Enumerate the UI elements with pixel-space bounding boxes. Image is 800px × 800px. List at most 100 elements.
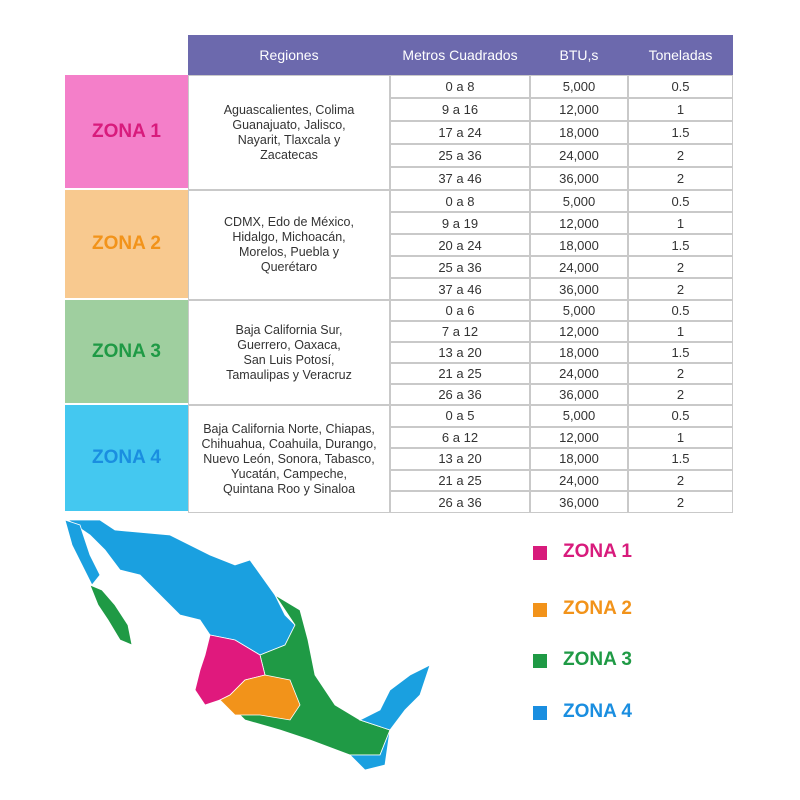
table-cell: 37 a 46 bbox=[390, 167, 530, 190]
table-cell: 20 a 24 bbox=[390, 234, 530, 256]
legend-label: ZONA 3 bbox=[563, 649, 632, 670]
legend-swatch bbox=[533, 654, 547, 668]
table-cell: 2 bbox=[628, 256, 733, 278]
table-cell: 24,000 bbox=[530, 144, 628, 167]
table-cell: 24,000 bbox=[530, 363, 628, 384]
legend-swatch bbox=[533, 706, 547, 720]
region-line: Chihuahua, Coahuila, Durango, bbox=[201, 436, 377, 451]
region-line: Tamaulipas y Veracruz bbox=[226, 367, 352, 382]
table-cell: 2 bbox=[628, 469, 733, 492]
legend-swatch bbox=[533, 603, 547, 617]
table-cell: 1.5 bbox=[628, 121, 733, 144]
region-line: Baja California Norte, Chiapas, bbox=[203, 421, 375, 436]
table-cell: 2 bbox=[628, 384, 733, 405]
zone4-baja bbox=[64, 519, 101, 586]
legend-label: ZONA 4 bbox=[563, 701, 632, 722]
legend-label: ZONA 2 bbox=[563, 598, 632, 619]
region-line: Nuevo León, Sonora, Tabasco, bbox=[203, 451, 375, 466]
table-cell: 18,000 bbox=[530, 342, 628, 363]
table-cell: 1 bbox=[628, 212, 733, 234]
table-cell: 1 bbox=[628, 321, 733, 342]
zone3-baja-sur bbox=[89, 584, 133, 646]
table-cell: 0 a 8 bbox=[390, 190, 530, 212]
table-cell: 12,000 bbox=[530, 321, 628, 342]
table-cell: 9 a 19 bbox=[390, 212, 530, 234]
table-cell: 1.5 bbox=[628, 448, 733, 470]
table-cell: 21 a 25 bbox=[390, 469, 530, 492]
table-cell: 5,000 bbox=[530, 405, 628, 427]
table-cell: 36,000 bbox=[530, 384, 628, 405]
table-cell: 13 a 20 bbox=[390, 342, 530, 363]
header-cell: Metros Cuadrados bbox=[390, 35, 530, 75]
zone-label: ZONA 4 bbox=[65, 405, 188, 513]
region-line: Zacatecas bbox=[260, 147, 318, 162]
table-cell: 7 a 12 bbox=[390, 321, 530, 342]
header-cell: Regiones bbox=[188, 35, 390, 75]
region-line: Aguascalientes, Colima bbox=[223, 102, 355, 117]
table-cell: 36,000 bbox=[530, 167, 628, 190]
table-cell: 5,000 bbox=[530, 75, 628, 98]
table-cell: 9 a 16 bbox=[390, 98, 530, 121]
region-line: Yucatán, Campeche, bbox=[230, 466, 348, 481]
table-cell: 1 bbox=[628, 98, 733, 121]
zone-label: ZONA 1 bbox=[65, 75, 188, 190]
table-cell: 6 a 12 bbox=[390, 426, 530, 449]
table-cell: 18,000 bbox=[530, 121, 628, 144]
zone2 bbox=[219, 674, 301, 721]
table-cell: 2 bbox=[628, 144, 733, 167]
table-cell: 5,000 bbox=[530, 300, 628, 321]
region-line: Baja California Sur, bbox=[235, 322, 343, 337]
regions: Aguascalientes, Colima Guanajuato, Jalisc… bbox=[188, 75, 390, 190]
region-line: CDMX, Edo de México, bbox=[224, 215, 354, 229]
table-cell: 2 bbox=[628, 278, 733, 300]
region-line: Guerrero, Oaxaca, bbox=[237, 337, 341, 352]
zone4-yucatan bbox=[358, 664, 431, 731]
table-cell: 17 a 24 bbox=[390, 121, 530, 144]
table-cell: 36,000 bbox=[530, 491, 628, 513]
table-cell: 0 a 6 bbox=[390, 300, 530, 321]
table-cell: 0.5 bbox=[628, 405, 733, 427]
region-line: Hidalgo, Michoacán, bbox=[232, 230, 346, 244]
table-cell: 18,000 bbox=[530, 234, 628, 256]
regions: Baja California Norte, Chiapas, Chihuahua… bbox=[188, 405, 390, 513]
regions: Baja California Sur, Guerrero, Oaxaca, San… bbox=[188, 300, 390, 405]
region-line: Morelos, Puebla y bbox=[238, 245, 340, 259]
table-cell: 26 a 36 bbox=[390, 491, 530, 513]
table-cell: 25 a 36 bbox=[390, 256, 530, 278]
region-line: Quintana Roo y Sinaloa bbox=[222, 481, 356, 496]
table-cell: 12,000 bbox=[530, 426, 628, 449]
region-line: San Luis Potosí, bbox=[243, 352, 335, 367]
region-line: Querétaro bbox=[260, 260, 318, 274]
table-cell: 26 a 36 bbox=[390, 384, 530, 405]
region-line: Nayarit, Tlaxcala y bbox=[237, 132, 341, 147]
table-cell: 0.5 bbox=[628, 75, 733, 98]
table-cell: 24,000 bbox=[530, 256, 628, 278]
header-cell: BTU,s bbox=[530, 35, 628, 75]
table-cell: 37 a 46 bbox=[390, 278, 530, 300]
table-cell: 2 bbox=[628, 491, 733, 513]
table-cell: 12,000 bbox=[530, 98, 628, 121]
table-cell: 18,000 bbox=[530, 448, 628, 470]
legend-label: ZONA 1 bbox=[563, 541, 632, 562]
legend-swatch bbox=[533, 546, 547, 560]
table-cell: 0 a 8 bbox=[390, 75, 530, 98]
table-cell: 0 a 5 bbox=[390, 405, 530, 427]
zone4-chiapas bbox=[349, 729, 391, 771]
table-cell: 13 a 20 bbox=[390, 448, 530, 470]
table-cell: 1 bbox=[628, 426, 733, 449]
table-cell: 1.5 bbox=[628, 342, 733, 363]
header-cell: Toneladas bbox=[628, 35, 733, 75]
zone-label: ZONA 3 bbox=[65, 300, 188, 405]
table-cell: 2 bbox=[628, 363, 733, 384]
regions: CDMX, Edo de México, Hidalgo, Michoacán, M… bbox=[188, 190, 390, 300]
table-cell: 25 a 36 bbox=[390, 144, 530, 167]
table-cell: 12,000 bbox=[530, 212, 628, 234]
table-cell: 21 a 25 bbox=[390, 363, 530, 384]
table-cell: 1.5 bbox=[628, 234, 733, 256]
table-cell: 36,000 bbox=[530, 278, 628, 300]
table-cell: 24,000 bbox=[530, 469, 628, 492]
table-cell: 5,000 bbox=[530, 190, 628, 212]
table-cell: 2 bbox=[628, 167, 733, 190]
mexico-map bbox=[64, 519, 431, 771]
